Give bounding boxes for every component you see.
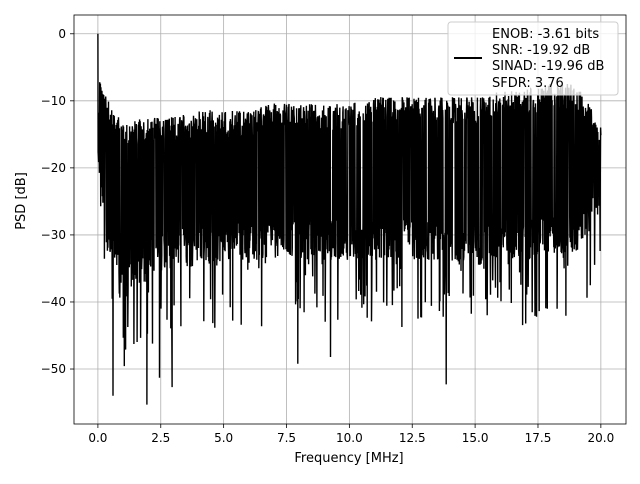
x-axis-label: Frequency [MHz] — [294, 451, 403, 466]
x-tick-label: 17.5 — [525, 431, 552, 445]
plot-area — [97, 33, 602, 405]
y-tick-label: −30 — [41, 228, 66, 242]
x-tick-label: 10.0 — [336, 431, 363, 445]
y-tick-label: −20 — [41, 161, 66, 175]
x-tick-label: 0.0 — [88, 431, 107, 445]
x-tick-label: 12.5 — [399, 431, 426, 445]
legend: ENOB: -3.61 bits SNR: -19.92 dB SINAD: -… — [447, 21, 619, 96]
axes-border — [73, 14, 627, 425]
ticks: 0.0 2.5 5.0 7.5 10.0 12.5 15.0 17.5 20.0 0 −10 −20 −… — [41, 27, 615, 445]
y-tick-label: 0 — [58, 27, 66, 41]
legend-snr: SNR: -19.92 dB — [492, 43, 590, 58]
y-tick-label: −10 — [41, 94, 66, 108]
x-tick-label: 20.0 — [587, 431, 614, 445]
y-tick-label: −50 — [41, 362, 66, 376]
x-tick-label: 7.5 — [277, 431, 296, 445]
axes-frame — [73, 14, 627, 425]
x-tick-label: 15.0 — [462, 431, 489, 445]
legend-box — [447, 21, 619, 96]
legend-enob: ENOB: -3.61 bits — [492, 27, 599, 42]
x-tick-label: 5.0 — [214, 431, 233, 445]
x-tick-label: 2.5 — [151, 431, 170, 445]
legend-sfdr: SFDR: 3.76 — [492, 76, 564, 91]
psd-series-line — [97, 33, 602, 405]
legend-sinad: SINAD: -19.96 dB — [492, 59, 604, 74]
y-axis-label: PSD [dB] — [14, 172, 29, 230]
y-tick-label: −40 — [41, 295, 66, 309]
